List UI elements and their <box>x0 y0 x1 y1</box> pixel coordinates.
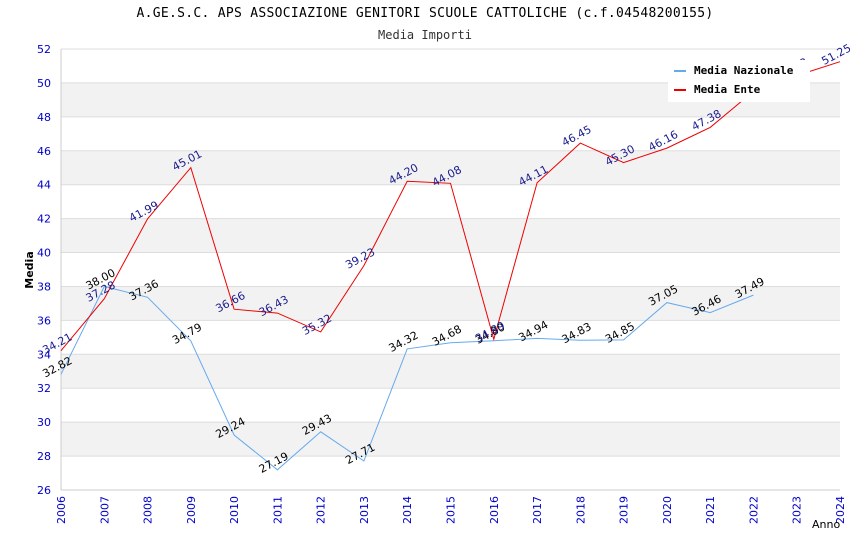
x-tick-label: 2007 <box>98 496 111 524</box>
y-tick-label: 52 <box>37 43 51 56</box>
y-tick-label: 50 <box>37 77 51 90</box>
y-tick-label: 44 <box>37 179 51 192</box>
x-tick-label: 2006 <box>55 496 68 524</box>
x-tick-label: 2019 <box>618 496 631 524</box>
x-tick-label: 2010 <box>228 496 241 524</box>
x-tick-label: 2023 <box>791 496 804 524</box>
y-tick-label: 40 <box>37 247 51 260</box>
grid-band <box>61 218 840 253</box>
y-tick-label: 32 <box>37 382 51 395</box>
legend-swatch-nazionale <box>674 70 686 72</box>
y-tick-label: 36 <box>37 314 51 327</box>
data-label: 34.85 <box>603 320 637 346</box>
y-tick-label: 26 <box>37 484 51 497</box>
data-label: 46.16 <box>646 128 680 154</box>
grid-band <box>61 286 840 321</box>
series-line-0 <box>60 285 754 471</box>
chart-subtitle: Media Importi <box>378 28 472 42</box>
legend: Media Nazionale Media Ente <box>668 60 810 102</box>
x-tick-label: 2016 <box>488 496 501 524</box>
grid-band <box>61 354 840 389</box>
grid-band <box>61 422 840 457</box>
x-tick-label: 2009 <box>185 496 198 524</box>
y-tick-label: 38 <box>37 280 51 293</box>
y-tick-label: 28 <box>37 450 51 463</box>
y-tick-label: 42 <box>37 213 51 226</box>
legend-label-nazionale: Media Nazionale <box>694 64 794 77</box>
x-tick-label: 2021 <box>704 496 717 524</box>
x-tick-label: 2012 <box>315 496 328 524</box>
grid-bands <box>60 48 840 491</box>
x-tick-label: 2014 <box>401 496 414 524</box>
x-tick-label: 2017 <box>531 496 544 524</box>
y-tick-label: 46 <box>37 145 51 158</box>
x-tick-label: 2013 <box>358 496 371 524</box>
x-tick-label: 2008 <box>142 496 155 524</box>
x-axis-label: Anno <box>812 518 840 531</box>
series-line-1 <box>60 61 841 352</box>
y-tick-label: 48 <box>37 111 51 124</box>
y-tick-label: 34 <box>37 348 51 361</box>
data-label: 46.45 <box>560 123 594 149</box>
data-label: 34.94 <box>516 318 550 344</box>
legend-label-ente: Media Ente <box>694 83 761 96</box>
data-label: 34.21 <box>40 331 74 357</box>
data-label: 34.83 <box>560 320 594 346</box>
x-tick-label: 2018 <box>574 496 587 524</box>
y-tick-label: 30 <box>37 416 51 429</box>
y-axis-label: Media <box>23 251 36 288</box>
x-axis: 2006 2007 2008 2009 2010 2011 2012 2013 2014 2015… <box>55 496 847 524</box>
x-tick-label: 2024 <box>834 496 847 524</box>
legend-swatch-ente <box>674 89 686 91</box>
chart-title: A.GE.S.C. APS ASSOCIAZIONE GENITORI SCUO… <box>136 6 714 21</box>
y-axis: 26 28 30 32 34 36 38 40 42 44 46 48 50 52 <box>37 43 51 497</box>
x-tick-label: 2011 <box>271 496 284 524</box>
x-tick-label: 2022 <box>747 496 760 524</box>
data-label: 34.68 <box>430 323 464 349</box>
series-lines <box>60 61 841 471</box>
x-tick-label: 2020 <box>661 496 674 524</box>
x-tick-label: 2015 <box>445 496 458 524</box>
data-label: 34.32 <box>387 329 421 355</box>
